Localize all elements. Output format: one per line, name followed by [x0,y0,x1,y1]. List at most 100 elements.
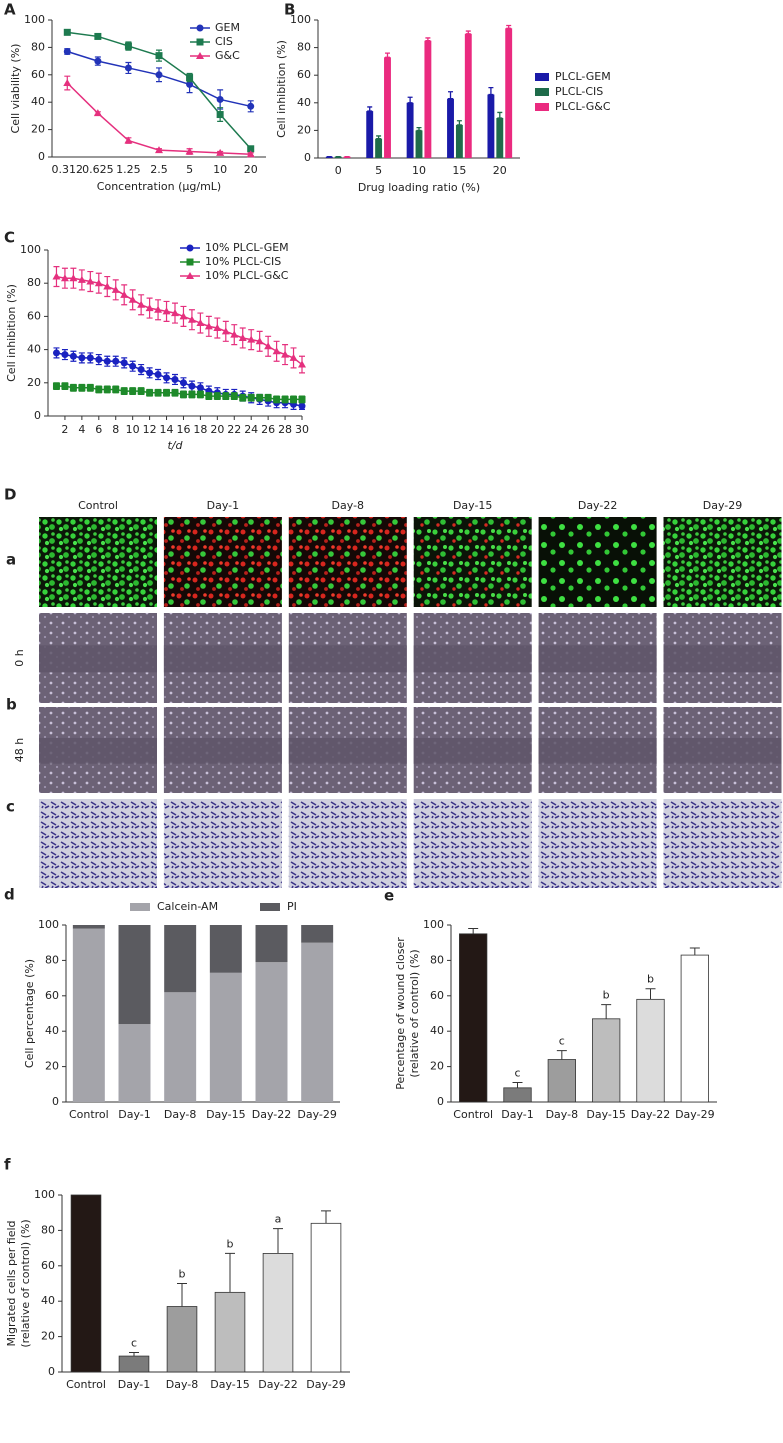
x-tick-label: 14 [160,423,174,436]
panel-label: A [4,1,16,19]
significance-label: b [227,1237,234,1250]
x-tick-label: 20 [493,164,507,177]
bar [343,156,351,158]
bar-segment [255,962,288,1102]
error-bar [601,1004,612,1019]
x-tick-label: Day-15 [586,1108,626,1121]
bar [680,954,709,1103]
legend-label: 10% PLCL-CIS [205,255,281,268]
bar [459,933,488,1103]
wound-gap [538,737,657,764]
bar [118,1355,150,1373]
legend-marker [196,24,204,32]
data-point [188,382,196,390]
legend-label: 10% PLCL-GEM [205,241,289,254]
y-tick-label: 80 [31,40,45,53]
data-point [155,71,163,79]
x-tick-label: 20 [210,423,224,436]
micrograph [538,517,657,607]
data-point [230,330,239,338]
micrograph [413,517,532,607]
data-point [154,371,162,378]
data-point [298,402,306,410]
data-point [120,387,128,395]
data-point [69,274,78,282]
bar [636,998,665,1103]
x-tick-label: 10 [412,164,426,177]
y-tick-label: 60 [297,68,311,81]
data-point [94,279,103,287]
data-point [239,394,247,402]
error-bar [376,135,382,140]
y-tick-label: 20 [297,123,311,136]
bar [214,1291,246,1373]
x-axis-label: t/d [167,439,183,452]
data-point [204,322,213,330]
data-point [264,342,273,350]
legend-label: GEM [215,21,240,34]
legend-marker [186,272,194,279]
data-point [289,353,298,361]
row-label: a [6,551,16,569]
bar [166,1306,198,1373]
data-point [255,337,264,345]
significance-label: a [275,1213,282,1226]
x-tick-label: 8 [112,423,119,436]
bar [505,28,513,159]
series-line [56,275,303,366]
data-point [129,387,137,395]
significance-label: b [647,973,654,986]
y-tick-label: 60 [31,68,45,81]
x-tick-label: Day-8 [166,1378,199,1391]
wound-gap [288,737,407,764]
data-point [171,309,179,317]
bar-segment [301,925,334,943]
column-label: Day-29 [703,499,743,512]
data-point [273,395,281,403]
bar [384,57,391,159]
wound-gap [413,737,532,764]
legend-label: Calcein-AM [157,900,218,913]
row-label: b [6,696,17,714]
micrograph [538,799,657,888]
wound-gap [413,645,532,673]
x-tick-label: Control [453,1108,493,1121]
error-bar [488,86,494,96]
y-axis-label: (relative of control) (%) [19,1219,32,1347]
y-tick-label: 60 [430,989,444,1002]
x-tick-label: 0.625 [82,163,114,176]
wound-gap [39,737,157,764]
bar-segment [72,925,105,929]
bar-segment [255,925,288,963]
x-tick-label: 12 [143,423,157,436]
legend-swatch [130,903,150,911]
data-point [63,28,71,36]
data-point [247,102,255,110]
bar-segment [209,972,242,1102]
data-point [196,319,205,327]
data-point [112,357,120,365]
data-point [185,147,194,155]
wound-gap [663,737,782,764]
x-tick-label: 5 [375,164,382,177]
data-point [298,395,306,403]
data-point [155,52,163,60]
y-tick-label: 80 [27,276,41,289]
data-point [281,395,289,403]
bar-segment [209,925,242,973]
data-point [205,392,213,400]
data-point [171,389,179,397]
micrograph [163,799,282,888]
error-bar [129,1352,139,1357]
bar [447,98,454,158]
data-point [188,390,196,398]
data-point [196,390,204,398]
data-point [196,384,204,392]
panel-label: f [4,1156,11,1174]
y-tick-label: 40 [297,96,311,109]
data-point [187,315,196,323]
x-tick-label: Day-29 [675,1108,715,1121]
y-tick-label: 100 [423,918,444,931]
y-tick-label: 20 [45,1060,59,1073]
bar [325,156,333,158]
